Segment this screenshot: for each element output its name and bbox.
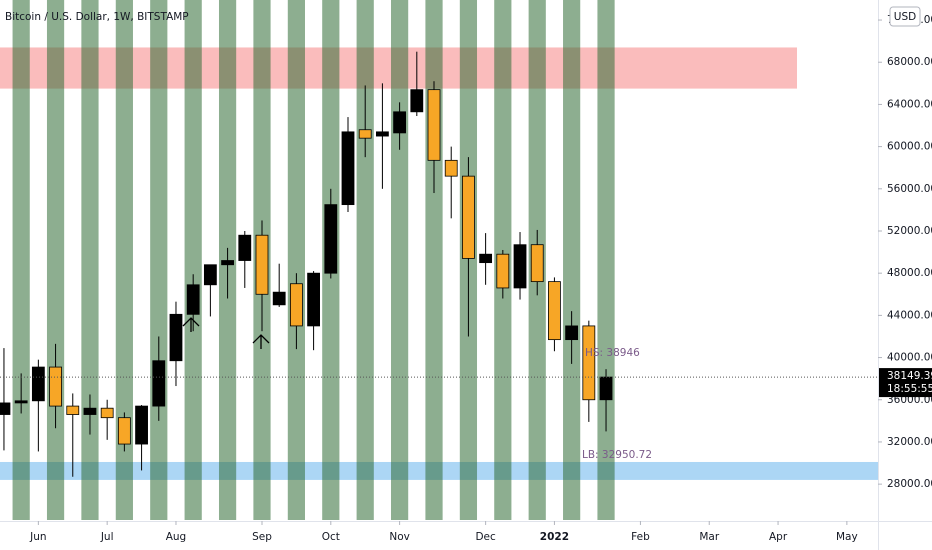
currency-button [889, 6, 921, 27]
last-price-label: 38149.39 [887, 370, 932, 382]
candle-body [83, 407, 97, 415]
x-tick-label: Feb [631, 531, 650, 543]
countdown: 18:55:55 [887, 383, 932, 395]
week-stripe [150, 0, 168, 520]
week-stripe [563, 0, 581, 520]
x-tick-label: Oct [322, 531, 340, 543]
x-tick-label: Aug [166, 531, 187, 543]
candle-body [410, 89, 424, 113]
candle-body [479, 253, 493, 264]
candle-body [238, 234, 252, 261]
candle-body [393, 111, 407, 134]
week-stripe [391, 0, 409, 520]
candle-body [31, 366, 45, 402]
candle-body [444, 159, 458, 177]
candle-body [307, 272, 320, 327]
candle-body [565, 325, 579, 341]
x-tick-label: May [836, 531, 858, 543]
candle-body [169, 313, 183, 362]
candle-body [100, 407, 114, 419]
y-tick-label: 28000.00 [887, 478, 932, 490]
week-stripe [115, 0, 133, 520]
y-tick-label: 56000.00 [887, 183, 932, 195]
y-tick-label: 40000.00 [887, 352, 932, 364]
x-tick-label: Sep [252, 531, 272, 543]
candle-body [427, 89, 441, 161]
x-tick-label: Nov [389, 531, 410, 543]
annotation: HS: 38946 [585, 347, 640, 359]
week-stripe [287, 0, 305, 520]
y-tick-label: 48000.00 [887, 267, 932, 279]
week-stripe [46, 0, 65, 520]
candle-body [152, 360, 166, 407]
candle-body [272, 291, 286, 306]
candle-body [186, 284, 200, 315]
candle-body [599, 376, 613, 401]
candle-body [582, 325, 596, 401]
candle-body [324, 204, 338, 274]
currency-label: USD [894, 11, 916, 23]
chart-title: Bitcoin / U.S. Dollar, 1W, BITSTAMP [5, 11, 189, 23]
candle-body [376, 131, 389, 137]
candle-body [496, 253, 510, 289]
arrow-marker [182, 317, 200, 332]
last-price-box [879, 368, 932, 398]
y-tick-label: 60000.00 [887, 141, 932, 153]
candle-body [462, 175, 475, 259]
candle-body [255, 234, 269, 295]
candle-body [49, 366, 62, 407]
y-tick-label: 64000.00 [887, 98, 932, 110]
candle-body [341, 131, 355, 206]
week-stripe [81, 0, 99, 520]
candle-body [548, 281, 561, 341]
candle-body [203, 264, 217, 286]
week-stripe [356, 0, 374, 520]
candle-body [289, 283, 303, 327]
x-tick-label: Dec [475, 531, 496, 543]
y-tick-label: 44000.00 [887, 309, 932, 321]
candle-body [530, 244, 544, 283]
x-tick-label: Mar [699, 531, 719, 543]
y-tick-label: 32000.00 [887, 436, 932, 448]
week-stripe [12, 0, 30, 520]
y-tick-label: 52000.00 [887, 225, 932, 237]
plot-area [0, 0, 878, 520]
week-stripe [597, 0, 615, 520]
candle-body [14, 400, 28, 404]
week-stripe [184, 0, 202, 520]
annotation: LB: 32950.72 [582, 449, 652, 461]
candle-body [513, 244, 527, 289]
candle-body [117, 417, 131, 445]
y-tick-label: 68000.00 [887, 56, 932, 68]
x-tick-label: 2022 [540, 531, 569, 543]
candle-body [358, 129, 372, 139]
week-stripe [425, 0, 443, 520]
x-tick-label: Jul [100, 531, 114, 543]
arrow-marker [252, 334, 270, 349]
x-tick-label: Apr [769, 531, 788, 543]
candle-body [135, 405, 148, 445]
candle-body [221, 260, 234, 266]
x-tick-label: Jun [29, 531, 46, 543]
candle-body [0, 402, 11, 415]
candle-body [66, 405, 80, 415]
